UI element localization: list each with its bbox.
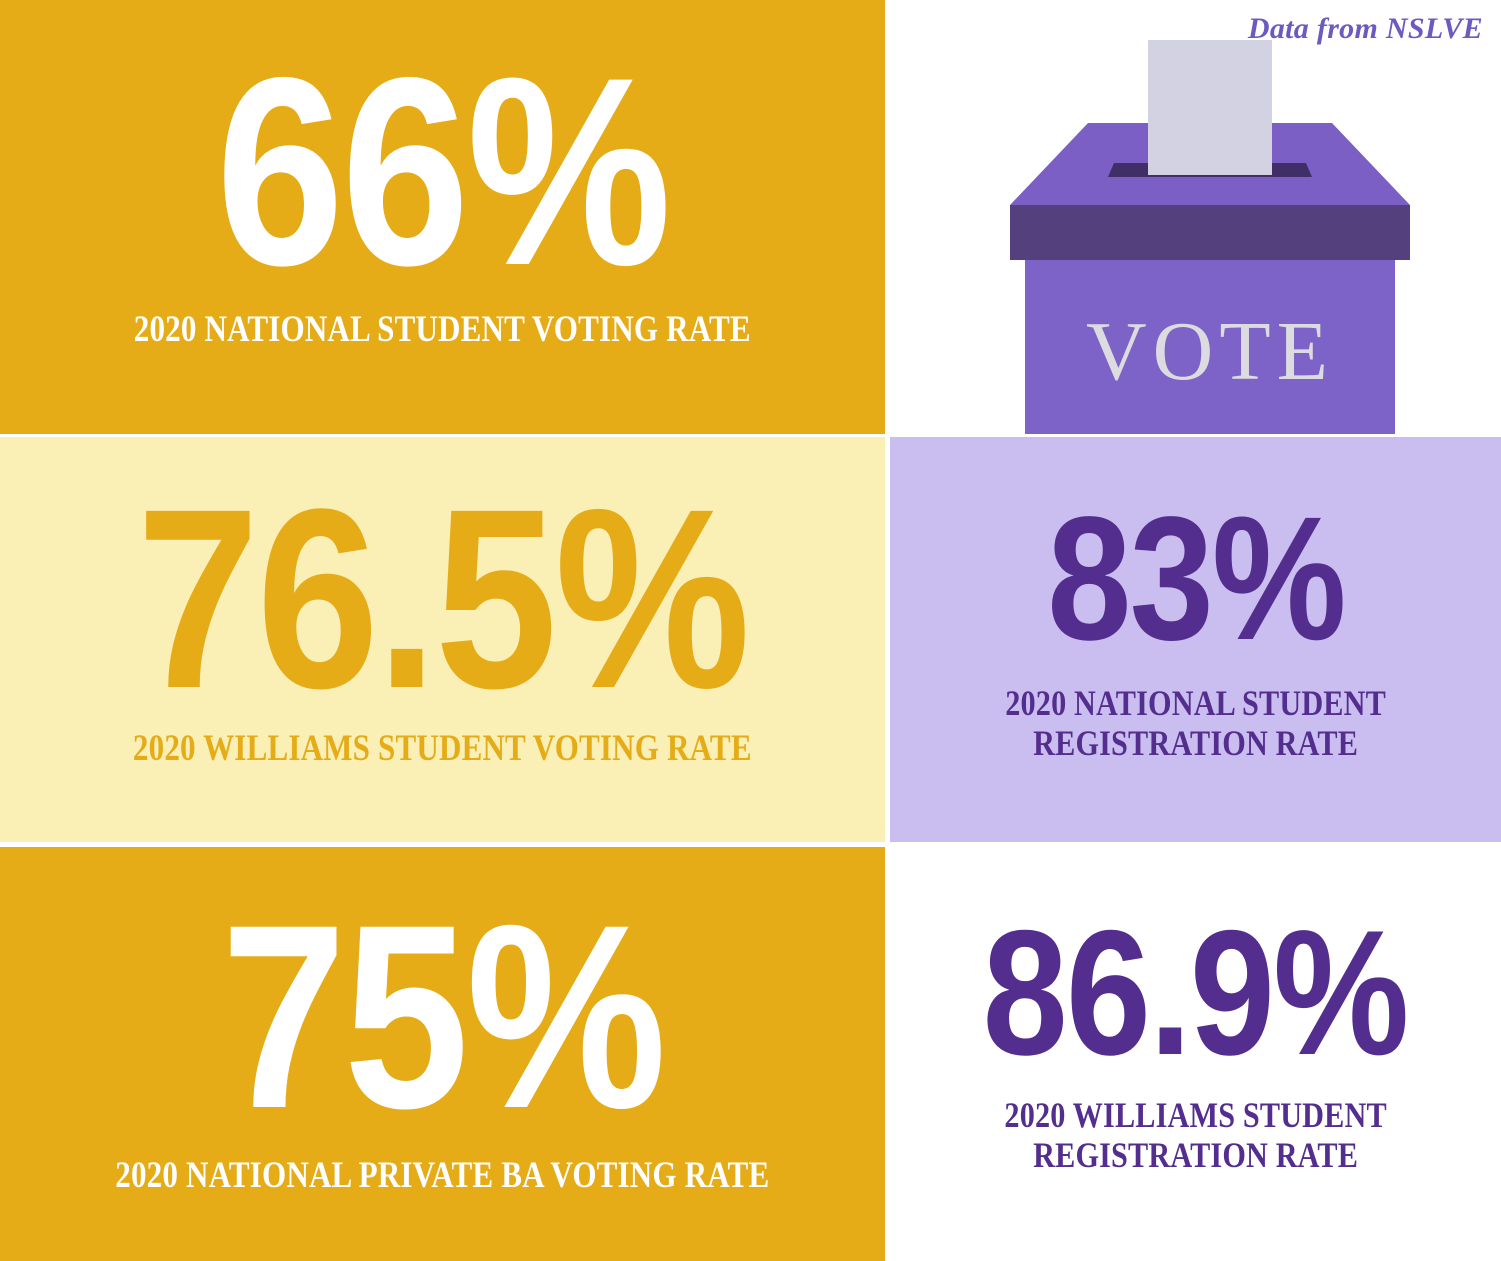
stat-label-national-registration: 2020 NATIONAL STUDENT REGISTRATION RATE bbox=[1005, 683, 1386, 764]
ballot-paper-front bbox=[1148, 40, 1272, 175]
stat-label-williams-voting: 2020 WILLIAMS STUDENT VOTING RATE bbox=[133, 727, 752, 769]
stat-panel-williams-registration: 86.9% 2020 WILLIAMS STUDENT REGISTRATION… bbox=[890, 847, 1501, 1261]
ballot-lid-band bbox=[1010, 205, 1410, 260]
ballot-box-icon: VOTE bbox=[1010, 40, 1410, 434]
stat-panel-williams-voting: 76.5% 2020 WILLIAMS STUDENT VOTING RATE bbox=[0, 437, 885, 842]
stat-value-private-ba-voting: 75% bbox=[221, 869, 667, 1163]
stat-value-williams-voting: 76.5% bbox=[136, 456, 751, 743]
stat-value-national-voting: 66% bbox=[215, 21, 672, 321]
stat-panel-national-voting: 66% 2020 NATIONAL STUDENT VOTING RATE bbox=[0, 0, 885, 434]
data-source-credit: Data from NSLVE bbox=[1247, 12, 1483, 45]
ballot-box-vote-label: VOTE bbox=[1086, 305, 1334, 398]
stat-label-private-ba-voting: 2020 NATIONAL PRIVATE BA VOTING RATE bbox=[115, 1154, 770, 1196]
ballot-box-panel: Data from NSLVE VOTE bbox=[890, 0, 1501, 434]
stat-label-williams-registration: 2020 WILLIAMS STUDENT REGISTRATION RATE bbox=[1004, 1094, 1387, 1175]
stat-panel-private-ba-voting: 75% 2020 NATIONAL PRIVATE BA VOTING RATE bbox=[0, 847, 885, 1261]
ballot-box-body bbox=[1025, 260, 1395, 434]
stat-value-national-registration: 83% bbox=[1046, 481, 1346, 678]
stat-value-williams-registration: 86.9% bbox=[983, 892, 1410, 1092]
stat-panel-national-registration: 83% 2020 NATIONAL STUDENT REGISTRATION R… bbox=[890, 437, 1501, 842]
stat-label-national-voting: 2020 NATIONAL STUDENT VOTING RATE bbox=[133, 308, 752, 350]
